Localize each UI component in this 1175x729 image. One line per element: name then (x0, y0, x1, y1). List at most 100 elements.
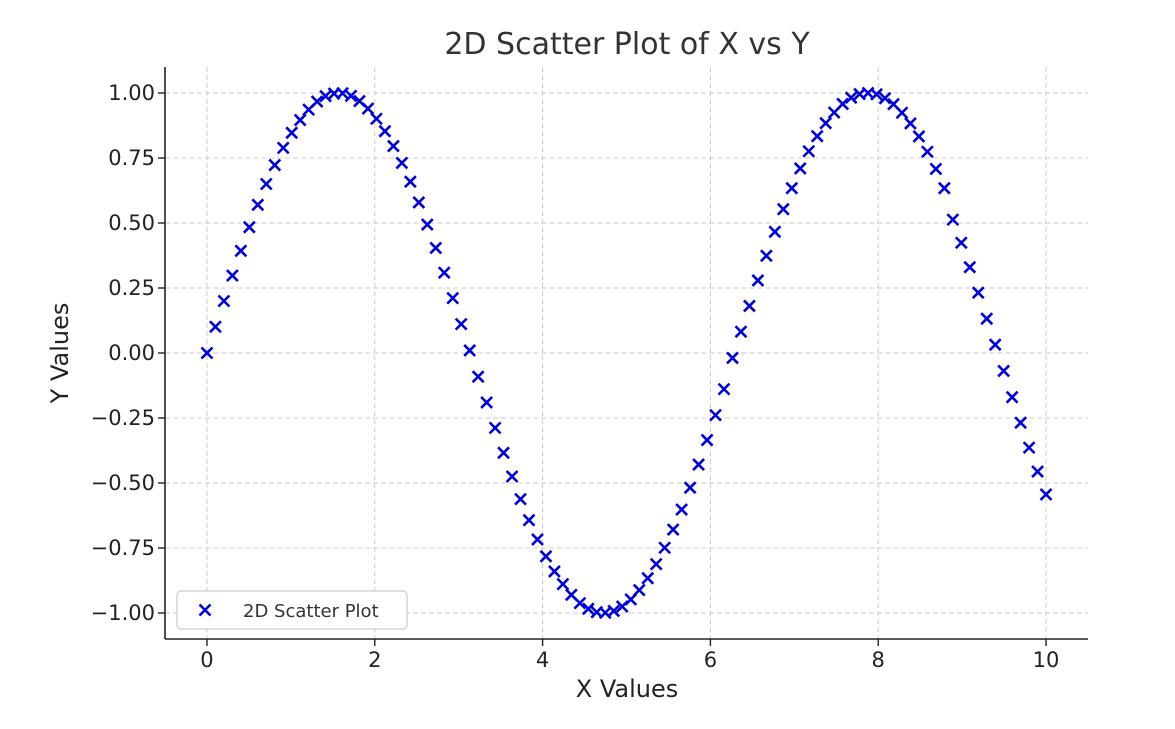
data-point (370, 112, 383, 126)
data-point (844, 91, 858, 105)
data-point (336, 86, 349, 100)
y-tick-label: −1.00 (91, 601, 155, 625)
y-axis-label: Y Values (46, 303, 74, 405)
data-point (251, 198, 265, 212)
data-point (234, 244, 248, 258)
data-points (200, 86, 1053, 620)
x-tick-label: 2 (368, 648, 381, 672)
data-point (1039, 488, 1053, 501)
data-point (514, 492, 527, 506)
x-tick-label: 10 (1033, 648, 1060, 672)
data-point (463, 343, 477, 357)
data-point (666, 523, 680, 536)
data-point (980, 312, 994, 326)
data-point (658, 541, 672, 555)
data-point (1022, 441, 1036, 455)
data-point (920, 145, 934, 159)
data-point (505, 470, 519, 483)
data-point (802, 144, 816, 158)
data-point (531, 533, 544, 546)
data-point (293, 113, 307, 127)
data-point (946, 213, 960, 227)
data-point (488, 421, 502, 435)
data-point (734, 325, 748, 339)
data-point (386, 139, 400, 153)
data-point (412, 196, 426, 209)
data-point (607, 604, 621, 618)
data-point (709, 408, 722, 422)
data-point (395, 156, 409, 170)
data-point (403, 175, 417, 189)
data-point (988, 338, 1002, 352)
data-point (683, 481, 697, 495)
data-point (319, 89, 333, 103)
data-point (548, 564, 561, 578)
data-point (632, 583, 646, 597)
data-point (378, 124, 392, 138)
ticks: 0 2 4 6 8 10 −1.00 −0.75 −0.50 −0.25 0.00 0.25 0.50 0… (91, 81, 1060, 672)
x-tick-label: 8 (872, 648, 885, 672)
data-point (429, 241, 443, 255)
data-point (929, 162, 943, 176)
data-point (1014, 416, 1028, 430)
data-point (497, 446, 510, 460)
legend-x-marker-icon (198, 603, 212, 617)
y-tick-label: −0.25 (91, 406, 155, 430)
data-point (675, 503, 689, 516)
data-point (717, 382, 731, 396)
data-point (573, 596, 587, 610)
chart-title: 2D Scatter Plot of X vs Y (444, 27, 810, 62)
y-tick-label: 0.75 (108, 146, 155, 170)
data-point (759, 249, 773, 263)
data-point (480, 395, 494, 409)
data-point (997, 364, 1011, 378)
data-point (522, 513, 536, 527)
data-point (836, 97, 850, 111)
data-point (361, 102, 375, 116)
y-tick-label: −0.50 (91, 471, 155, 495)
data-point (1031, 465, 1044, 478)
data-point (912, 130, 926, 143)
data-point (726, 351, 739, 365)
data-point (268, 158, 282, 172)
data-point (954, 236, 968, 250)
data-point (310, 95, 324, 108)
data-point (649, 557, 663, 571)
data-point (819, 116, 833, 130)
data-point (471, 370, 485, 384)
data-point (895, 106, 909, 120)
data-point (810, 129, 824, 143)
y-tick-label: 0.50 (108, 211, 155, 235)
data-point (700, 433, 714, 447)
data-point (971, 286, 985, 300)
data-point (446, 291, 460, 305)
data-point (776, 202, 790, 216)
y-tick-label: 1.00 (108, 81, 155, 105)
data-point (1005, 390, 1019, 404)
data-point (209, 320, 222, 334)
grid (165, 67, 1088, 639)
data-point (242, 220, 256, 234)
data-point (751, 274, 765, 287)
data-point (200, 346, 214, 360)
data-point (276, 141, 290, 155)
y-tick-label: −0.75 (91, 536, 155, 560)
x-tick-label: 0 (200, 648, 213, 672)
x-tick-label: 6 (704, 648, 717, 672)
data-point (217, 294, 231, 308)
data-point (420, 218, 434, 231)
data-point (641, 571, 655, 585)
legend-box (176, 590, 408, 630)
data-point (556, 577, 570, 591)
x-axis-label: X Values (576, 675, 678, 703)
legend: 2D Scatter Plot (176, 590, 408, 630)
x-tick-label: 4 (536, 648, 549, 672)
data-point (454, 317, 468, 331)
data-point (878, 91, 892, 105)
data-point (344, 89, 358, 103)
data-point (937, 181, 951, 195)
data-point (692, 458, 705, 471)
data-point (870, 87, 883, 101)
y-tick-label: 0.00 (108, 341, 155, 365)
